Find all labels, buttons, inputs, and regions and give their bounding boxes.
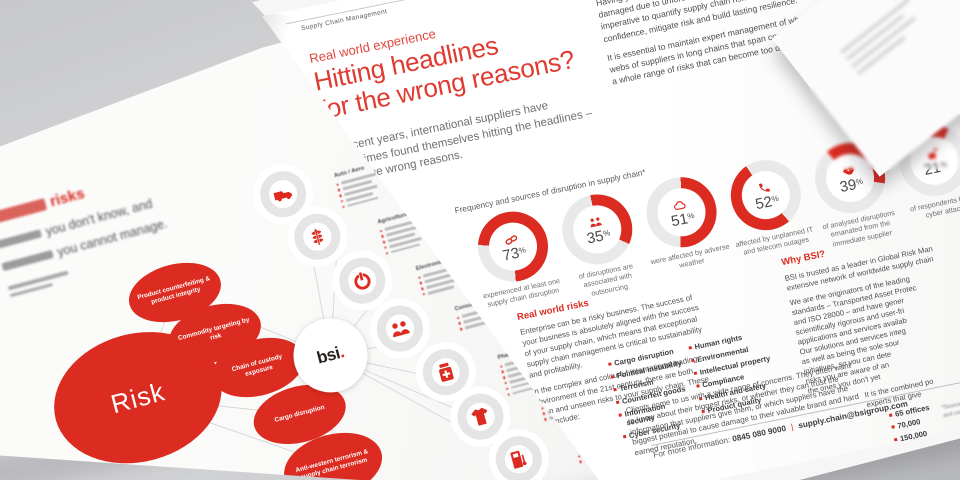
footer-separator: |: [790, 422, 795, 432]
industry-ring-petroleum: [491, 431, 547, 480]
bullet-square-icon: [613, 388, 617, 392]
chain-link-icon: [503, 231, 519, 247]
pill-bottle-icon: [434, 360, 458, 384]
bullet-square-icon: [891, 425, 895, 429]
industry-ring-pharma: [418, 344, 474, 400]
industry-ring-agriculture: [289, 209, 345, 265]
bullet-square-icon: [608, 362, 612, 366]
people-icon: [388, 316, 412, 340]
fuel-pump-icon: [507, 447, 531, 471]
redacted-text-bar: [1, 250, 53, 271]
bullet-square-icon: [611, 375, 615, 379]
stat-donut-35: 35% of disruptions are associated with o…: [549, 187, 651, 303]
wheat-icon: [305, 225, 329, 249]
industry-ring-consumer: [372, 300, 428, 356]
power-icon: [350, 268, 374, 292]
bullet-square-icon: [616, 401, 620, 405]
bsi-logo: bsi.: [314, 342, 347, 368]
bullet-square-icon: [889, 413, 893, 417]
bullet-square-icon: [618, 413, 622, 417]
bullet-square-icon: [688, 346, 692, 350]
stat-donut-73: 73% experienced at least one supply chai…: [465, 204, 566, 311]
stat-donut-51: 51% were affected by adverse weather: [633, 170, 734, 277]
industry-ring-electronics: [334, 252, 390, 308]
bullet-square-icon: [694, 371, 698, 375]
telephone-icon: [756, 180, 772, 196]
bullet-square-icon: [696, 384, 700, 388]
stat-donut-52: 52% affected by unplanned IT and telecom…: [718, 152, 819, 259]
risk-hub-label: Risk: [107, 375, 168, 419]
industry-ring-apparel: [452, 389, 508, 445]
weather-cloud-icon: [672, 197, 688, 213]
bullet-square-icon: [894, 438, 898, 442]
bullet-square-icon: [691, 359, 695, 363]
industry-ring-auto: [255, 166, 311, 222]
outsourcing-people-icon: [588, 214, 604, 230]
redacted-text-bar: [0, 230, 42, 250]
left-brochure-page: risks you don't know, and you cannot man…: [0, 0, 720, 480]
tshirt-icon: [468, 404, 492, 428]
truck-icon: [271, 182, 295, 206]
bullet-square-icon: [623, 435, 627, 439]
